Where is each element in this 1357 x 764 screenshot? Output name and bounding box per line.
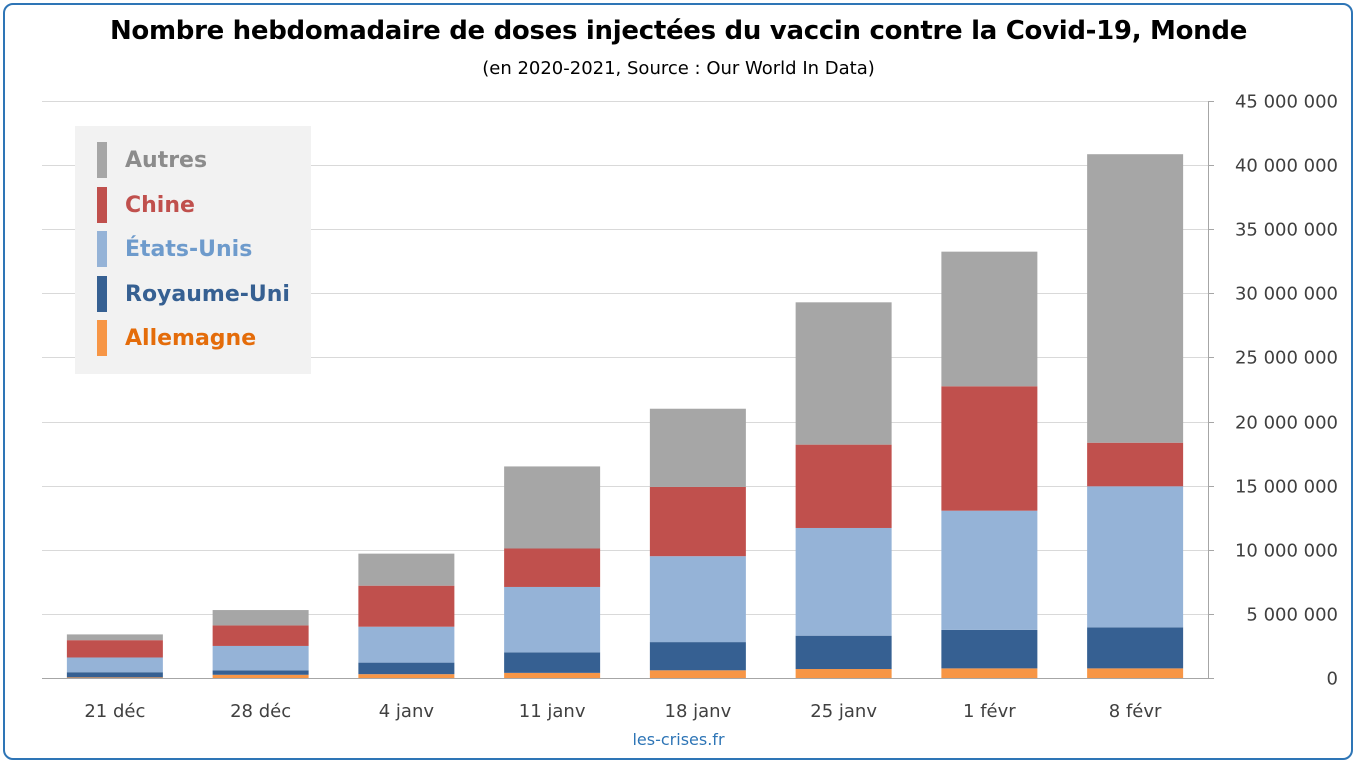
bar-segment-autres [358, 553, 455, 586]
bar-segment-royaume-uni [1087, 627, 1184, 669]
bar-segment-chine [795, 444, 892, 528]
bar-segment-royaume-uni [66, 672, 163, 678]
x-tick-label: 18 janv [665, 701, 732, 722]
bar-segment--tats-unis [504, 586, 601, 653]
bar-segment-royaume-uni [212, 670, 309, 675]
bar-segment--tats-unis [212, 645, 309, 671]
bar-segment-allemagne [66, 677, 163, 678]
bar-segment-autres [941, 251, 1038, 387]
legend-swatch [97, 186, 107, 223]
legend-swatch [97, 231, 107, 267]
bar-segment-allemagne [504, 672, 601, 678]
bar-segment--tats-unis [358, 626, 455, 663]
x-tick-label: 11 janv [519, 701, 586, 722]
y-tick-label: 20 000 000 [1235, 413, 1338, 434]
legend-swatch [97, 142, 107, 178]
chart-subtitle: (en 2020-2021, Source : Our World In Dat… [482, 58, 875, 79]
bar-segment-allemagne [649, 670, 746, 678]
bar-segment-royaume-uni [504, 652, 601, 673]
bar-segment-chine [1087, 442, 1184, 487]
bar-segment-chine [504, 548, 601, 587]
legend-label: Royaume-Uni [125, 281, 290, 307]
y-tick-label: 30 000 000 [1235, 284, 1338, 305]
chart-title: Nombre hebdomadaire de doses injectées d… [109, 16, 1248, 46]
bar-segment-chine [358, 585, 455, 627]
x-tick-label: 21 déc [84, 701, 145, 722]
y-tick-label: 45 000 000 [1235, 92, 1338, 113]
bar-segment-chine [212, 625, 309, 646]
bar-segment-royaume-uni [649, 642, 746, 671]
legend-swatch [97, 320, 107, 356]
chart-legend: Autres Chine États-Unis Royaume-Uni Allemagn… [75, 126, 311, 374]
bar-segment--tats-unis [1087, 486, 1184, 628]
bar-segment--tats-unis [649, 556, 746, 643]
bar-segment-royaume-uni [941, 629, 1038, 669]
bar-segment-chine [649, 486, 746, 557]
y-tick-label: 0 [1327, 669, 1338, 690]
bar-segment-autres [1087, 154, 1184, 443]
bar-segment-royaume-uni [795, 635, 892, 670]
legend-label: Autres [125, 148, 208, 173]
y-tick-label: 25 000 000 [1235, 348, 1338, 369]
bar-segment--tats-unis [66, 657, 163, 673]
bar-segment-autres [795, 302, 892, 445]
source-credit: les-crises.fr [632, 730, 725, 749]
bar-segment--tats-unis [941, 510, 1038, 630]
y-tick-label: 35 000 000 [1235, 220, 1338, 241]
legend-label: Allemagne [125, 326, 257, 351]
bar-segment-autres [504, 466, 601, 549]
bar-segment-allemagne [795, 669, 892, 678]
bar-segment-royaume-uni [358, 662, 455, 675]
bar-segment-allemagne [212, 674, 309, 678]
bar-segment-autres [66, 634, 163, 641]
x-tick-label: 28 déc [230, 701, 291, 722]
x-tick-label: 1 févr [963, 701, 1016, 722]
bar-segment-autres [212, 610, 309, 626]
y-tick-label: 40 000 000 [1235, 156, 1338, 177]
legend-label: Chine [125, 192, 195, 218]
x-tick-label: 4 janv [379, 701, 435, 722]
legend-label: États-Unis [125, 237, 253, 262]
bar-segment-chine [66, 640, 163, 658]
bar-segment--tats-unis [795, 527, 892, 636]
bar-segment-allemagne [358, 674, 455, 678]
y-tick-label: 10 000 000 [1235, 541, 1338, 562]
y-tick-label: 5 000 000 [1246, 605, 1338, 626]
legend-swatch [97, 275, 107, 312]
bar-segment-autres [649, 408, 746, 487]
x-tick-label: 8 févr [1109, 701, 1162, 722]
bar-segment-allemagne [941, 668, 1038, 678]
bar-segment-chine [941, 386, 1038, 511]
y-tick-label: 15 000 000 [1235, 477, 1338, 498]
bar-segment-allemagne [1087, 668, 1184, 678]
x-tick-label: 25 janv [810, 701, 877, 722]
